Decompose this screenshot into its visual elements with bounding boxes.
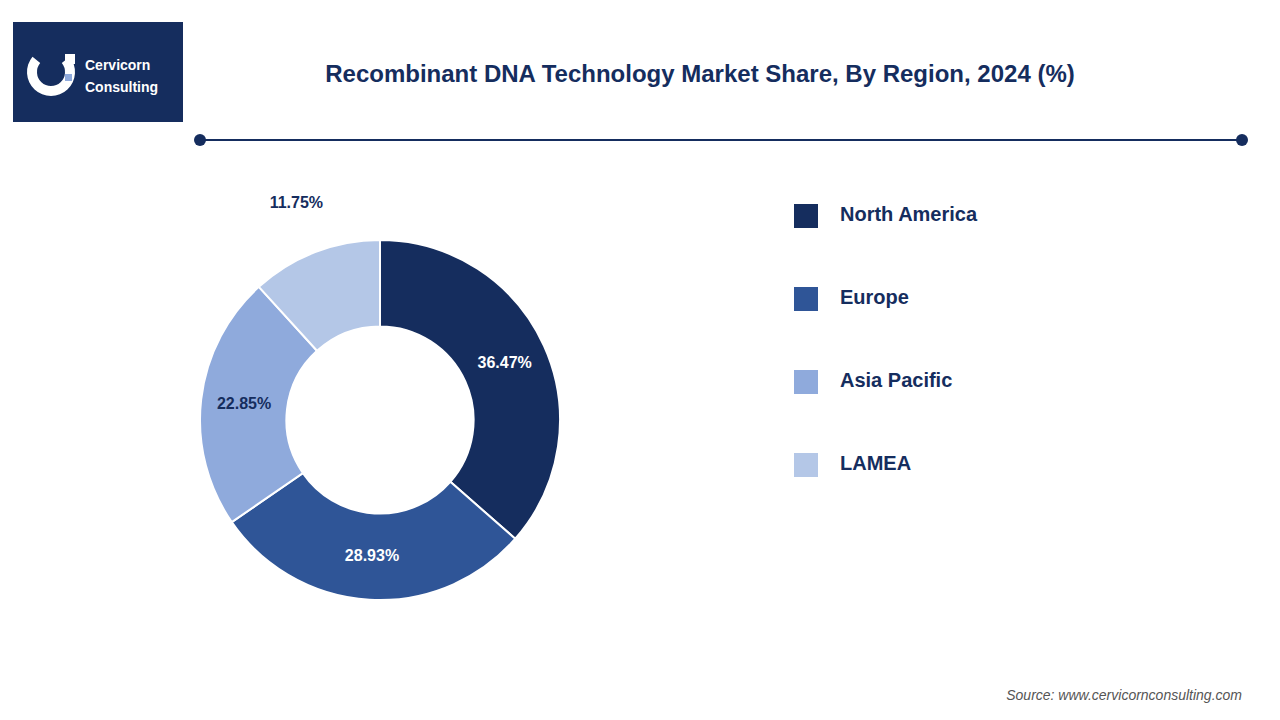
- separator-dot: [194, 134, 206, 146]
- separator: [200, 139, 1242, 141]
- logo-square: [65, 54, 75, 64]
- data-label: 28.93%: [345, 547, 399, 564]
- data-label: 22.85%: [217, 395, 271, 412]
- logo-box: [13, 22, 183, 122]
- data-label: 36.47%: [477, 354, 531, 371]
- data-label: 11.75%: [270, 194, 323, 211]
- data-labels: 36.47% 28.93% 22.85% 11.75%: [217, 194, 532, 564]
- donut: 36.47% 28.93% 22.85% 11.75%: [200, 194, 560, 600]
- slices: [200, 240, 560, 600]
- title: Recombinant DNA Technology Market Share,…: [325, 60, 1074, 87]
- legend-swatch: [794, 453, 818, 477]
- chart: Cervicorn Consulting Recombinant DNA Techn…: [0, 0, 1280, 720]
- separator-dot: [1236, 134, 1248, 146]
- logo-text: Consulting: [85, 79, 158, 95]
- legend-swatch: [794, 204, 818, 228]
- slice: [380, 240, 560, 539]
- slice: [259, 240, 380, 351]
- legend-label: LAMEA: [840, 452, 911, 474]
- source: Source: www.cervicornconsulting.com: [1006, 687, 1242, 703]
- legend-swatch: [794, 370, 818, 394]
- background: [0, 0, 1280, 720]
- logo-text: Cervicorn: [85, 57, 150, 73]
- logo: Cervicorn Consulting: [13, 22, 183, 122]
- legend: North America Europe Asia Pacific LAMEA: [794, 203, 978, 477]
- legend-label: North America: [840, 203, 978, 225]
- legend-swatch: [794, 287, 818, 311]
- logo-square: [65, 74, 72, 81]
- legend-label: Europe: [840, 286, 909, 308]
- legend-label: Asia Pacific: [840, 369, 952, 391]
